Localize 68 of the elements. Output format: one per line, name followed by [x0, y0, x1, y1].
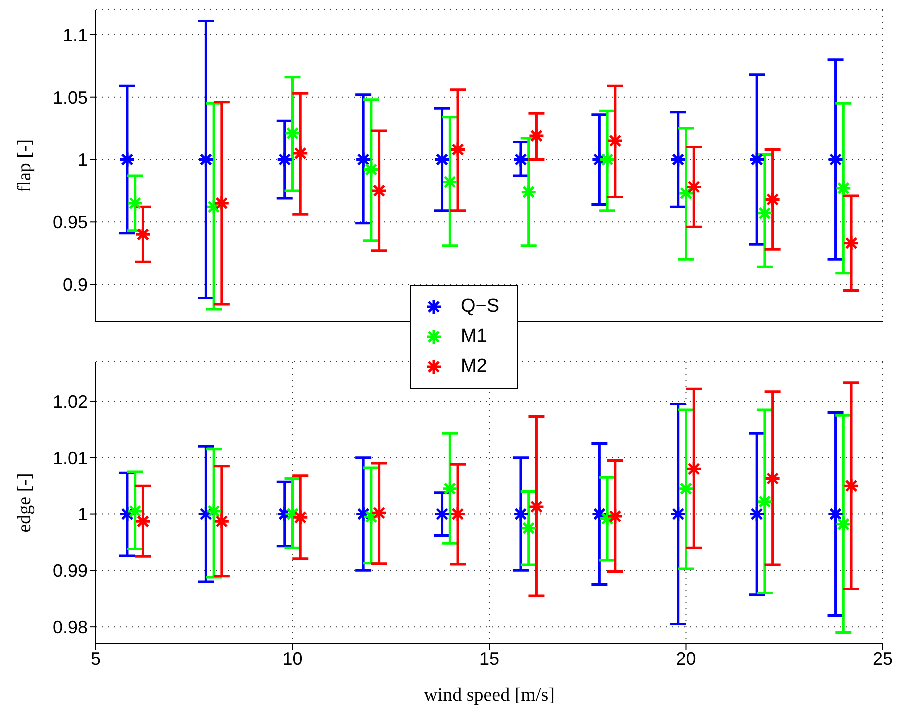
x-tick-label: 15: [479, 648, 500, 669]
legend-label: M2: [461, 356, 488, 378]
point: [127, 503, 144, 520]
point: [686, 178, 702, 196]
point: [371, 182, 388, 200]
point: [450, 142, 466, 158]
point: [276, 152, 294, 168]
y-tick-label: 0.99: [52, 561, 88, 582]
point: [764, 470, 782, 487]
point: [371, 504, 388, 522]
x-axis-title: wind speed [m/s]: [424, 685, 555, 706]
point: [607, 508, 624, 525]
point: [127, 195, 144, 212]
point: [607, 132, 624, 150]
point: [214, 513, 230, 530]
y-tick-label: 0.95: [52, 212, 88, 233]
legend-label: M1: [461, 326, 488, 348]
y-tick-label: 0.98: [52, 617, 88, 638]
point: [214, 195, 230, 212]
point: [528, 498, 545, 516]
point: [134, 513, 152, 530]
point: [434, 152, 451, 168]
point: [442, 174, 458, 190]
y-tick-label: 1: [78, 150, 88, 170]
point: [748, 152, 766, 168]
point: [442, 480, 458, 498]
y-axis-title: edge [-]: [14, 473, 36, 533]
point: [670, 506, 687, 523]
point: [748, 506, 766, 523]
point: [843, 235, 860, 252]
x-tick-label: 5: [90, 648, 102, 669]
y-tick-label: 1: [78, 504, 88, 525]
point: [520, 184, 538, 200]
point: [756, 205, 774, 222]
y-tick-label: 1.1: [62, 25, 88, 46]
point: [528, 128, 545, 144]
point: [599, 152, 616, 168]
point: [686, 460, 702, 478]
x-tick-label: 10: [282, 648, 303, 669]
point: [292, 509, 309, 526]
y-tick-label: 1.02: [52, 392, 88, 412]
legend-label: Q−S: [461, 296, 500, 318]
y-tick-label: 0.9: [62, 274, 88, 295]
y-tick-label: 1.01: [52, 448, 88, 468]
point: [292, 145, 309, 162]
point: [198, 152, 214, 168]
point: [764, 191, 782, 208]
y-axis-title: flap [-]: [14, 139, 36, 193]
point: [355, 152, 372, 168]
point: [835, 180, 852, 197]
point: [756, 494, 774, 510]
point: [450, 506, 466, 523]
point: [843, 478, 860, 494]
point: [134, 226, 152, 243]
point: [512, 152, 530, 168]
point: [835, 516, 852, 533]
point: [434, 506, 451, 523]
x-tick-label: 25: [872, 648, 894, 669]
x-tick-label: 20: [676, 648, 696, 669]
point: [828, 506, 844, 523]
point: [670, 152, 687, 168]
point: [828, 152, 844, 168]
point: [206, 503, 222, 520]
point: [363, 161, 380, 178]
point: [119, 152, 136, 168]
y-tick-label: 1.05: [52, 88, 88, 108]
point: [520, 520, 538, 537]
point: [512, 506, 530, 523]
